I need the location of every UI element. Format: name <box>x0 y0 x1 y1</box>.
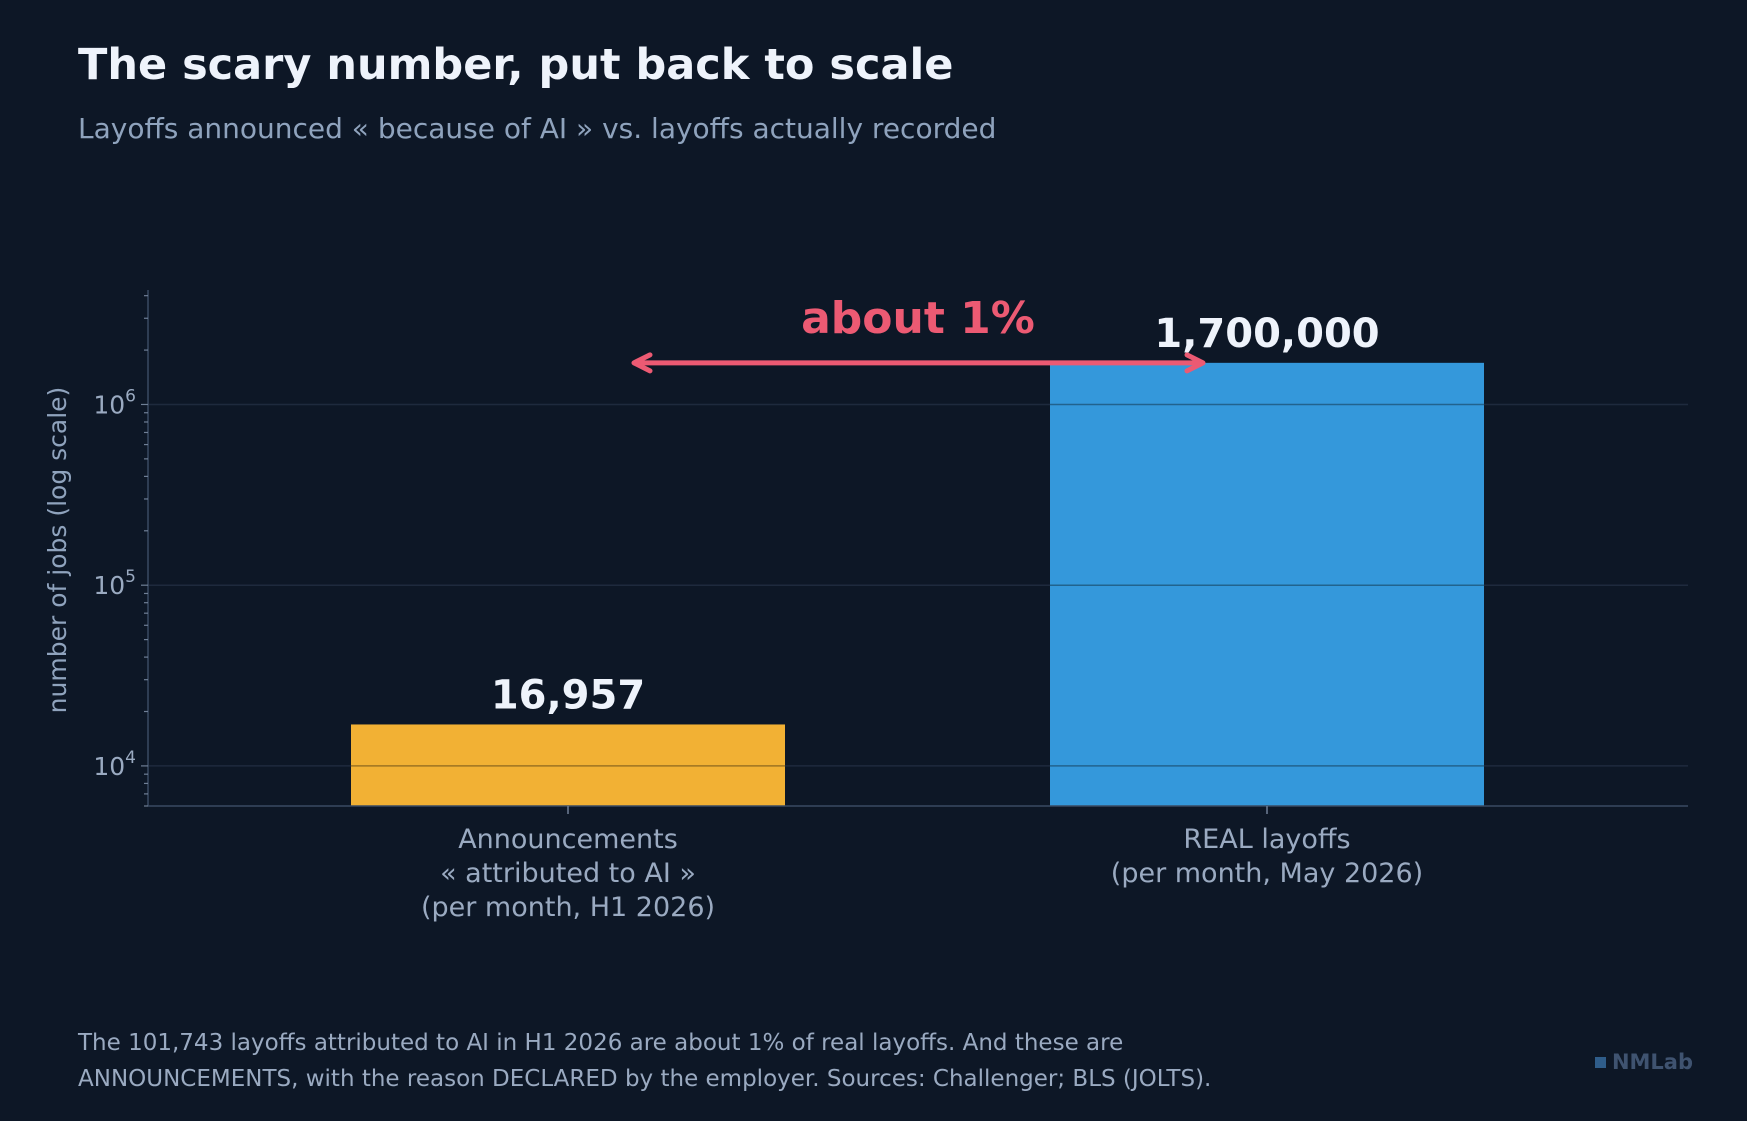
footnote-line-1: The 101,743 layoffs attributed to AI in … <box>78 1030 1124 1056</box>
annotation-label: about 1% <box>801 293 1035 344</box>
footnote-line-2: ANNOUNCEMENTS, with the reason DECLARED … <box>78 1066 1212 1092</box>
bar-value-label: 16,957 <box>491 672 645 718</box>
bar-1 <box>1050 362 1484 806</box>
brand-label: NMLab <box>1611 1050 1693 1074</box>
annotation-arrowhead-left <box>631 352 653 374</box>
bar-value-label: 1,700,000 <box>1154 311 1379 357</box>
brand-logo: NMLab <box>1594 1050 1693 1074</box>
bar-0 <box>351 724 785 806</box>
chart-title: The scary number, put back to scale <box>78 40 954 90</box>
y-axis-label: number of jobs (log scale) <box>43 387 72 714</box>
x-category-label: Announcements « attributed to AI » (per mo… <box>421 824 715 923</box>
footnote: The 101,743 layoffs attributed to AI in … <box>78 1025 1478 1097</box>
y-tick-label: 105 <box>93 567 136 600</box>
x-category-label: REAL layoffs (per month, May 2026) <box>1111 824 1423 889</box>
annotation-arrowhead-right <box>1184 352 1206 374</box>
y-tick-label: 104 <box>93 748 136 781</box>
chart-subtitle: Layoffs announced « because of AI » vs. … <box>78 112 997 145</box>
y-tick-label: 106 <box>93 386 136 419</box>
brand-square-icon <box>1594 1056 1606 1068</box>
